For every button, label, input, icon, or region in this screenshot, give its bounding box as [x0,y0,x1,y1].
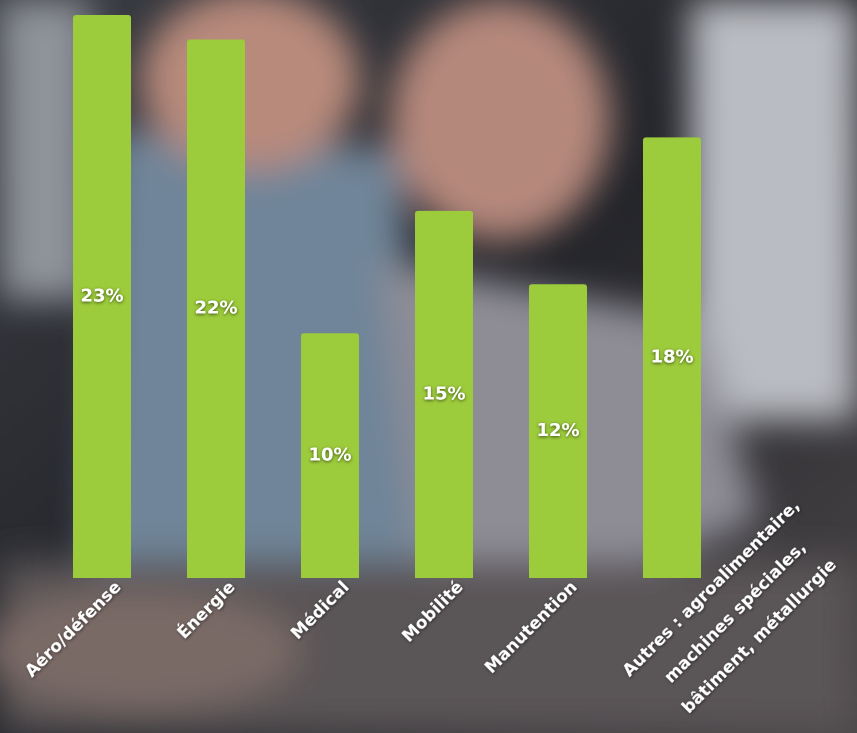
value-label: 18% [650,347,693,368]
value-label: 10% [308,445,351,466]
bar [301,333,359,578]
value-label: 22% [194,298,237,319]
value-label: 15% [422,383,465,404]
bar [187,39,245,578]
value-label: 12% [536,420,579,441]
bar [529,284,587,578]
value-label: 23% [80,286,123,307]
bar [643,137,701,579]
bar [415,210,473,578]
bar [73,15,131,578]
